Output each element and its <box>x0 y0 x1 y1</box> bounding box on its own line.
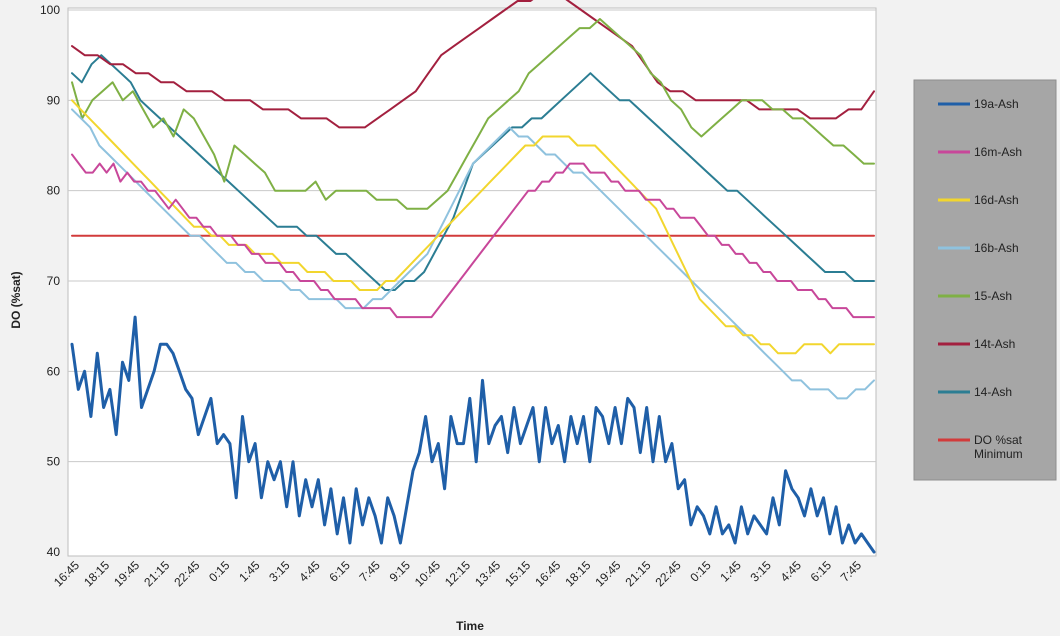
series-line-15-ash <box>71 18 875 210</box>
plot-area <box>67 7 877 557</box>
legend-label: 15-Ash <box>974 289 1012 303</box>
gridlines <box>68 9 876 463</box>
x-axis-title: Time <box>456 619 484 633</box>
legend-label: 16d-Ash <box>974 193 1019 207</box>
y-axis-ticks: 40 50 60 70 80 90 100 <box>40 3 60 559</box>
series-line-16d-ash <box>71 99 875 355</box>
y-tick-label: 40 <box>47 545 61 559</box>
series-line-19a-ash <box>70 315 876 554</box>
y-tick-label: 60 <box>47 364 61 378</box>
legend-label: 19a-Ash <box>974 97 1019 111</box>
legend: 19a-Ash 16m-Ash 16d-Ash 16b-Ash 15-Ash 14t-As… <box>913 79 1057 481</box>
y-tick-label: 80 <box>47 184 61 198</box>
series-line-14t-ash <box>71 0 875 129</box>
y-axis-title: DO (%sat) <box>9 271 23 328</box>
legend-label: 14-Ash <box>974 385 1012 399</box>
legend-label: 16m-Ash <box>974 145 1022 159</box>
legend-label-line2: Minimum <box>974 447 1023 461</box>
y-tick-label: 100 <box>40 3 60 17</box>
series-line-16m-ash <box>71 153 875 319</box>
legend-label: 16b-Ash <box>974 241 1019 255</box>
legend-label: DO %sat <box>974 433 1023 447</box>
series-lines <box>70 0 876 554</box>
y-tick-label: 90 <box>47 93 61 107</box>
y-tick-label: 50 <box>47 455 61 469</box>
legend-box <box>913 79 1057 481</box>
legend-label: 14t-Ash <box>974 337 1015 351</box>
series-line-16b-ash <box>71 108 875 400</box>
y-tick-label: 70 <box>47 274 61 288</box>
